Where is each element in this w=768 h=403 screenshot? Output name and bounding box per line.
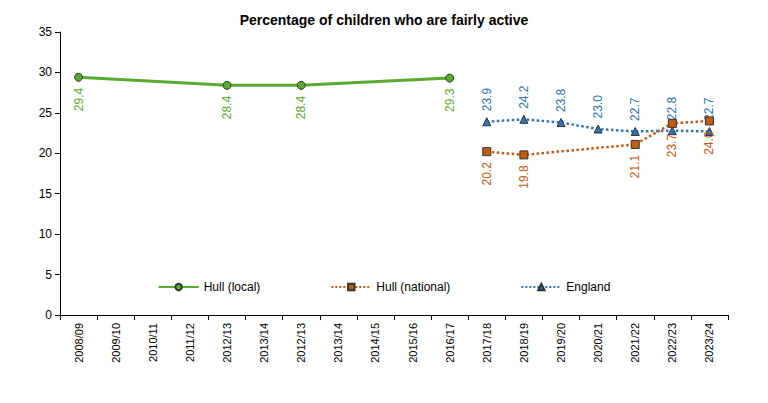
svg-text:Hull (national): Hull (national) <box>376 280 450 294</box>
svg-text:22.8: 22.8 <box>665 96 679 120</box>
svg-text:2009/10: 2009/10 <box>110 323 122 363</box>
svg-text:35: 35 <box>39 25 53 39</box>
svg-text:2023/24: 2023/24 <box>703 323 715 363</box>
svg-text:5: 5 <box>45 268 52 282</box>
svg-text:22.7: 22.7 <box>628 97 642 121</box>
svg-text:24.2: 24.2 <box>517 85 531 109</box>
svg-text:2016/17: 2016/17 <box>444 323 456 363</box>
svg-text:23.8: 23.8 <box>554 88 568 112</box>
svg-text:Percentage of children who are: Percentage of children who are fairly ac… <box>240 12 529 28</box>
svg-text:2010/11: 2010/11 <box>147 323 159 362</box>
svg-text:23.0: 23.0 <box>591 95 605 119</box>
svg-text:2012/13: 2012/13 <box>221 323 233 363</box>
svg-text:England: England <box>566 280 610 294</box>
svg-text:2013/14: 2013/14 <box>332 323 344 363</box>
svg-text:2008/09: 2008/09 <box>73 323 85 363</box>
svg-text:2021/22: 2021/22 <box>629 323 641 363</box>
svg-text:21.1: 21.1 <box>628 155 642 179</box>
svg-text:2020/21: 2020/21 <box>592 323 604 363</box>
svg-text:Hull (local): Hull (local) <box>204 280 261 294</box>
svg-text:20: 20 <box>39 146 53 160</box>
svg-text:30: 30 <box>39 65 53 79</box>
svg-text:2012/13: 2012/13 <box>295 323 307 363</box>
svg-text:10: 10 <box>39 227 53 241</box>
svg-text:2013/14: 2013/14 <box>258 323 270 363</box>
svg-text:2017/18: 2017/18 <box>481 323 493 363</box>
svg-text:29.4: 29.4 <box>72 87 86 111</box>
svg-text:2011/12: 2011/12 <box>184 323 196 362</box>
svg-text:0: 0 <box>45 308 52 322</box>
svg-text:28.4: 28.4 <box>220 96 234 120</box>
svg-text:2014/15: 2014/15 <box>369 323 381 363</box>
svg-text:23.9: 23.9 <box>480 88 494 112</box>
svg-text:24.0: 24.0 <box>702 131 716 155</box>
svg-text:19.8: 19.8 <box>517 165 531 189</box>
svg-text:2019/20: 2019/20 <box>555 323 567 363</box>
svg-text:20.2: 20.2 <box>480 162 494 186</box>
svg-text:29.3: 29.3 <box>443 88 457 112</box>
svg-text:15: 15 <box>39 187 53 201</box>
svg-text:2015/16: 2015/16 <box>407 323 419 363</box>
svg-text:22.7: 22.7 <box>702 97 717 121</box>
svg-text:23.7: 23.7 <box>665 134 679 158</box>
svg-text:25: 25 <box>39 106 53 120</box>
svg-text:2022/23: 2022/23 <box>666 323 678 363</box>
svg-text:2018/19: 2018/19 <box>518 323 530 363</box>
svg-text:28.4: 28.4 <box>294 96 308 120</box>
